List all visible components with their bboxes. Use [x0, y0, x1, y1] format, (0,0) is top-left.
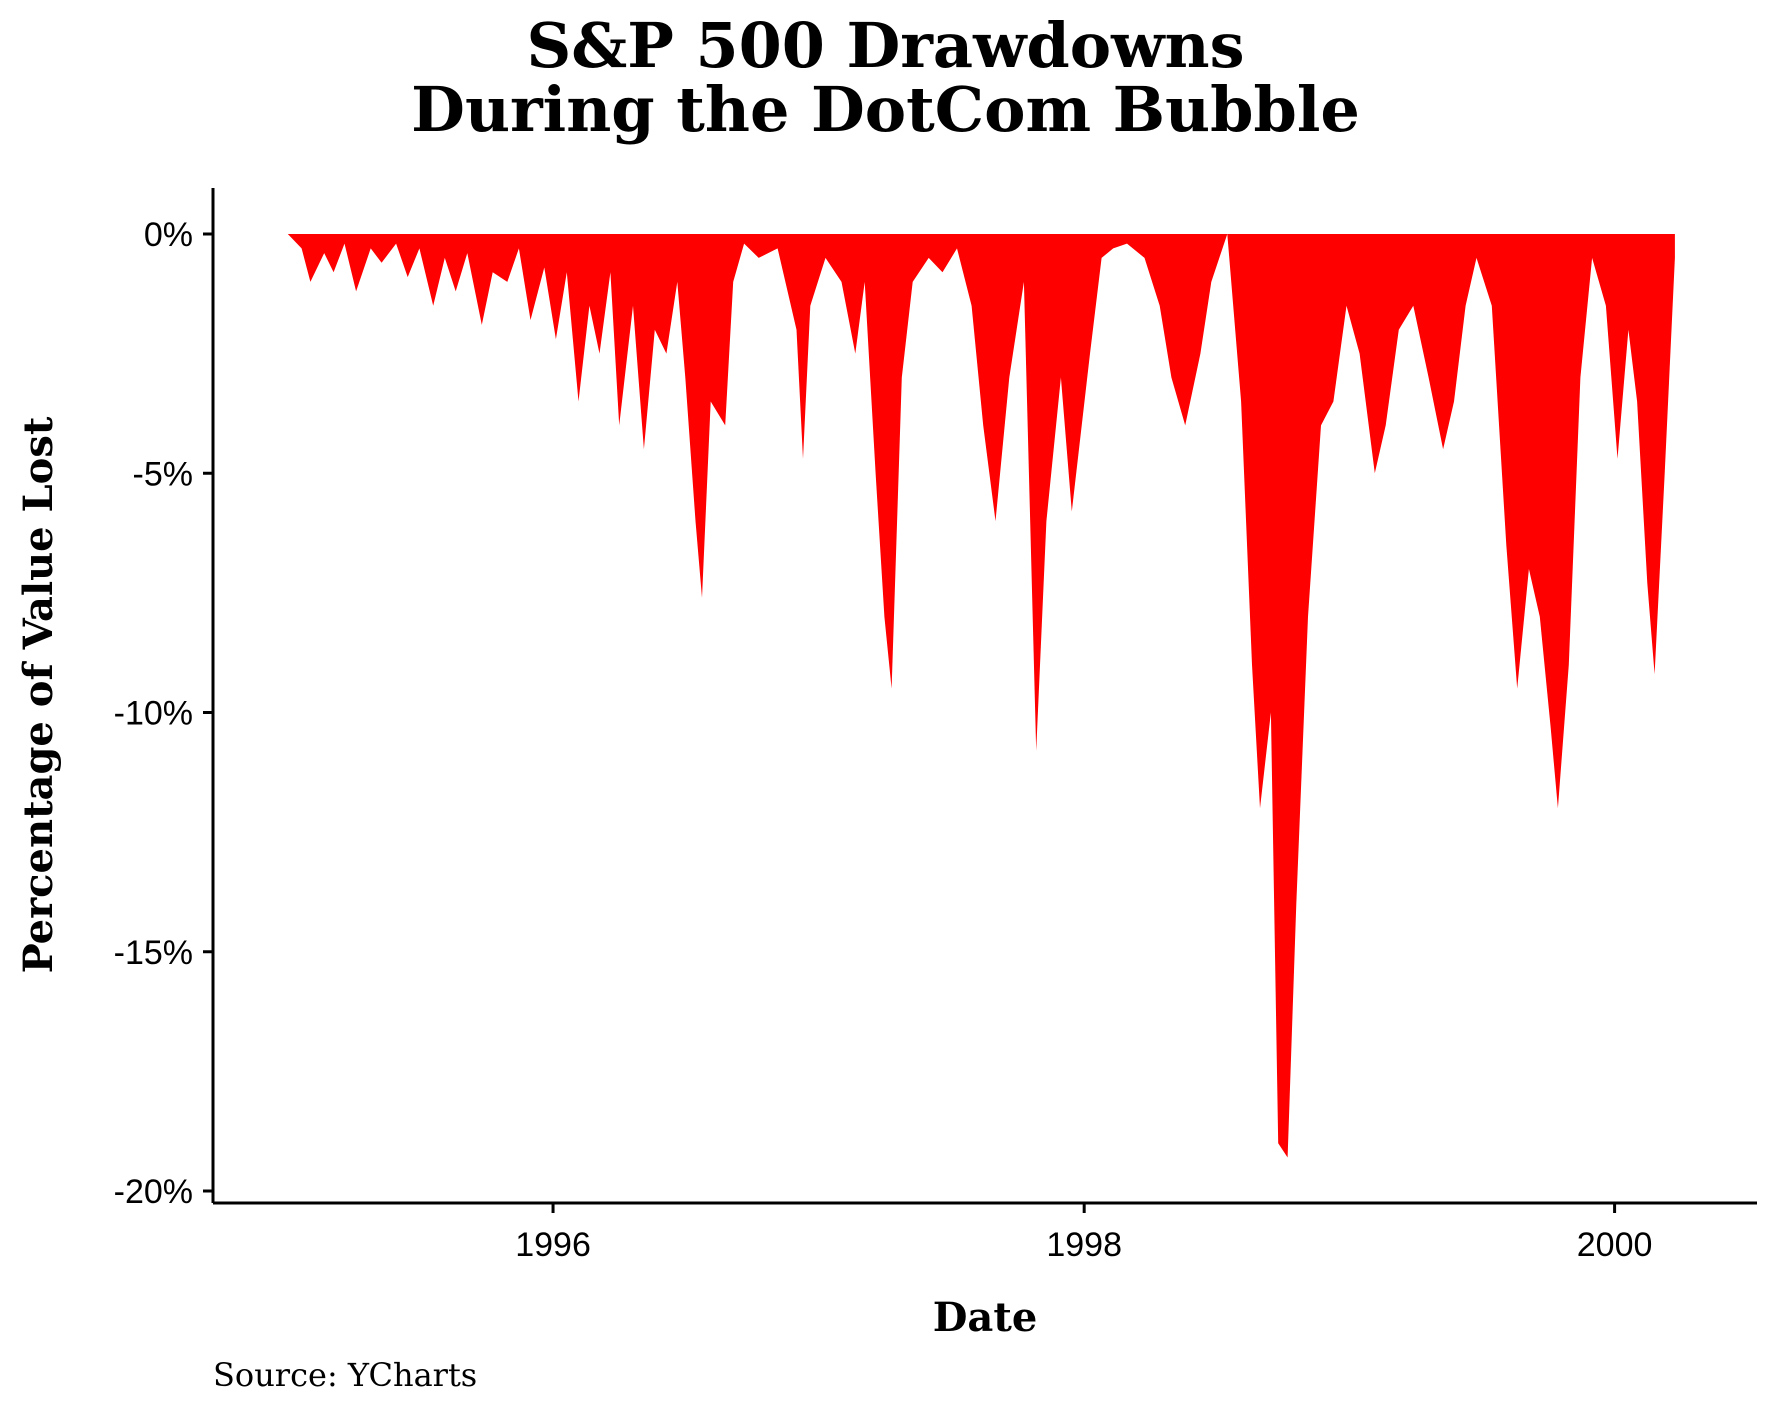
y-axis-ticks: 0% -5% -10% -15% -20% — [114, 216, 213, 1211]
y-tick-label: 0% — [144, 216, 193, 254]
x-tick-label: 1998 — [1046, 1226, 1122, 1264]
y-tick-label: -10% — [114, 695, 193, 733]
plot-area — [287, 234, 1675, 1158]
chart-title-line-2: During the DotCom Bubble — [411, 73, 1360, 146]
source-caption: Source: YCharts — [213, 1356, 478, 1394]
x-tick-label: 2000 — [1577, 1226, 1653, 1264]
x-axis-title: Date — [933, 1294, 1038, 1341]
y-tick-label: -20% — [114, 1173, 193, 1211]
y-tick-label: -5% — [133, 455, 193, 493]
y-axis-title: Percentage of Value Lost — [15, 416, 62, 973]
x-axis-ticks: 1996 1998 2000 — [515, 1203, 1652, 1264]
drawdown-area-series-0 — [287, 234, 1675, 1158]
chart-title-line-1: S&P 500 Drawdowns — [526, 9, 1245, 82]
y-tick-label: -15% — [114, 934, 193, 972]
x-tick-label: 1996 — [515, 1226, 591, 1264]
chart-title: S&P 500 Drawdowns During the DotCom Bubb… — [0, 14, 1771, 142]
